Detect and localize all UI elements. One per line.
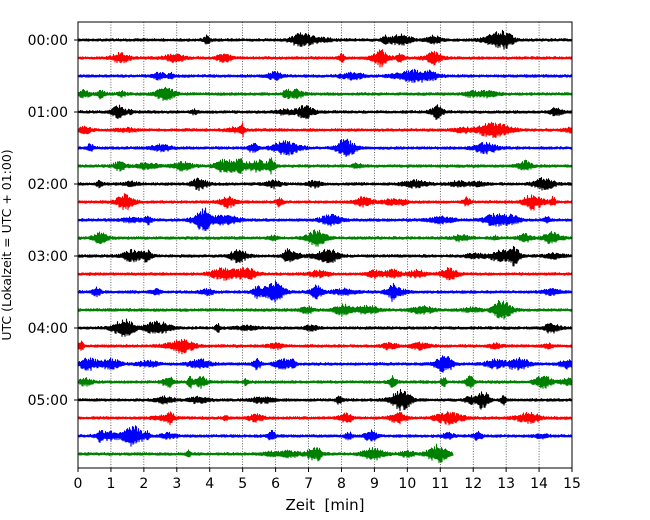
y-tick-label-5: 05:00 [28, 393, 68, 409]
trace-14 [77, 267, 573, 281]
y-tick-label-2: 02:00 [28, 177, 68, 193]
trace-7 [77, 138, 573, 158]
trace-11 [77, 207, 573, 232]
trace-23 [77, 425, 573, 447]
trace-12 [77, 229, 573, 247]
trace-21 [77, 388, 573, 412]
x-tick-label-10: 10 [398, 476, 416, 492]
trace-3 [77, 68, 573, 83]
trace-4 [77, 86, 573, 101]
x-tick-label-3: 3 [172, 476, 181, 492]
x-tick-label-7: 7 [304, 476, 313, 492]
x-tick-label-4: 4 [205, 476, 214, 492]
x-tick-label-14: 14 [530, 476, 548, 492]
x-tick-label-9: 9 [370, 476, 379, 492]
trace-10 [77, 193, 573, 211]
plot-frame [77, 21, 573, 469]
seismic-traces [77, 29, 573, 464]
trace-15 [77, 280, 573, 303]
x-tick-label-2: 2 [139, 476, 148, 492]
x-tick-label-11: 11 [431, 476, 449, 492]
trace-8 [77, 157, 573, 175]
x-tick-label-13: 13 [497, 476, 515, 492]
trace-24 [77, 443, 454, 464]
trace-2 [77, 49, 573, 68]
trace-1 [77, 29, 573, 50]
y-tick-label-4: 04:00 [28, 321, 68, 337]
trace-20 [77, 375, 573, 389]
trace-13 [77, 245, 573, 267]
trace-17 [77, 318, 573, 337]
y-tick-label-0: 00:00 [28, 33, 68, 49]
x-axis-ticks: 0 1 2 3 4 5 6 7 8 9 10 11 12 13 14 15 [74, 468, 581, 492]
y-axis-label: UTC (Lokalzeit = UTC + 01:00) [0, 149, 14, 340]
x-tick-label-5: 5 [238, 476, 247, 492]
x-tick-label-12: 12 [464, 476, 482, 492]
x-tick-label-8: 8 [337, 476, 346, 492]
trace-18 [77, 338, 573, 355]
x-tick-label-1: 1 [106, 476, 115, 492]
trace-5 [77, 104, 573, 121]
trace-22 [77, 411, 573, 426]
trace-9 [77, 177, 573, 192]
trace-19 [77, 355, 573, 373]
x-tick-label-6: 6 [271, 476, 280, 492]
x-tick-label-15: 15 [563, 476, 581, 492]
x-axis-label: Zeit [min] [285, 496, 364, 514]
y-axis-ticks: 00:00 01:00 02:00 03:00 04:00 05:00 [28, 33, 78, 409]
y-tick-label-3: 03:00 [28, 249, 68, 265]
trace-16 [77, 299, 573, 320]
x-tick-label-0: 0 [74, 476, 83, 492]
trace-6 [77, 121, 573, 139]
y-tick-label-1: 01:00 [28, 105, 68, 121]
